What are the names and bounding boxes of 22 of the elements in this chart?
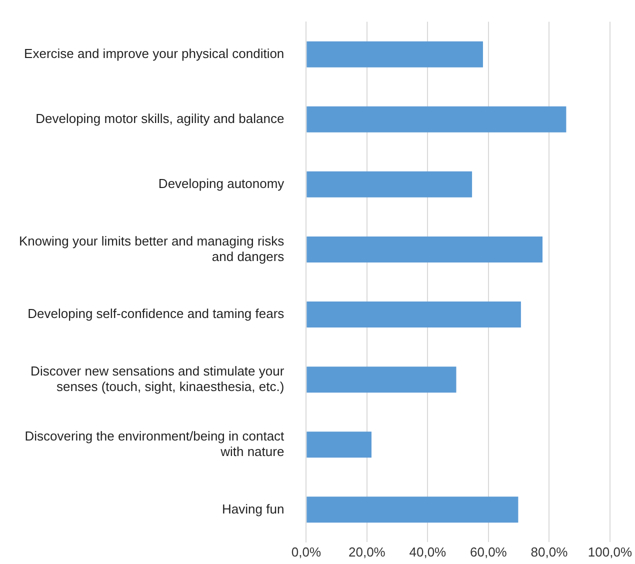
bar bbox=[306, 236, 543, 262]
bar bbox=[306, 106, 566, 132]
bar bbox=[306, 496, 518, 523]
y-tick-label: Exercise and improve your physical condition bbox=[24, 46, 284, 61]
y-tick-label: Discover new sensations and stimulate your senses (touch, sight, kinaesthesia, etc.) bbox=[30, 363, 285, 394]
y-tick-label: Knowing your limits better and managing risks and dangers bbox=[18, 233, 285, 264]
x-tick-label: 0,0% bbox=[291, 544, 322, 560]
x-tick-label: 100,0% bbox=[588, 544, 632, 560]
x-tick-label: 20,0% bbox=[348, 544, 386, 560]
x-tick-label: 60,0% bbox=[470, 544, 508, 560]
bar bbox=[306, 366, 456, 393]
bar bbox=[306, 171, 472, 198]
y-tick-label: Developing autonomy bbox=[158, 176, 285, 192]
bar bbox=[306, 432, 372, 458]
bar bbox=[306, 302, 521, 328]
y-tick-label: Developing self-confidence and taming fears bbox=[28, 306, 285, 322]
x-tick-label: 40,0% bbox=[409, 544, 447, 560]
y-tick-label: Having fun bbox=[222, 501, 284, 516]
bar bbox=[306, 41, 483, 68]
x-tick-label: 80,0% bbox=[530, 544, 568, 560]
y-tick-label: Discovering the environment/being in contact with nature bbox=[24, 428, 285, 460]
y-tick-label: Developing motor skills, agility and balance bbox=[36, 110, 284, 126]
